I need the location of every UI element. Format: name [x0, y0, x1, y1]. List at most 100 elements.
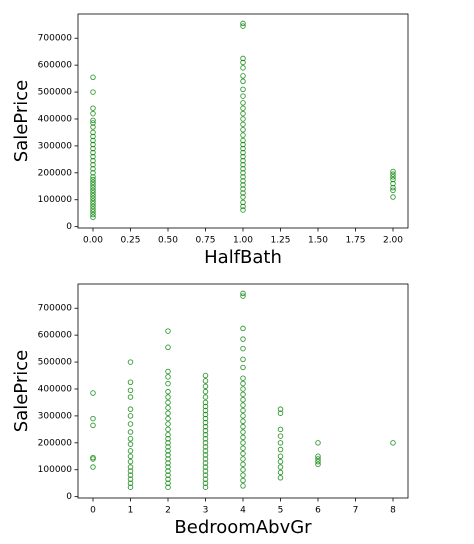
y-tick-label: 300000: [38, 141, 73, 151]
point: [90, 145, 96, 152]
point: [240, 93, 246, 99]
point: [240, 440, 246, 446]
point: [240, 20, 246, 27]
point: [390, 176, 396, 183]
point: [90, 74, 96, 81]
point: [165, 484, 171, 490]
point: [240, 199, 246, 206]
point: [240, 149, 246, 156]
point: [390, 174, 396, 180]
point: [240, 141, 246, 148]
x-tick-label: 1.75: [345, 236, 365, 246]
point: [90, 166, 96, 172]
point: [240, 402, 246, 408]
point: [240, 174, 246, 180]
point: [202, 484, 209, 490]
point: [90, 206, 96, 212]
point: [240, 55, 246, 62]
point: [315, 456, 321, 462]
x-tick-label: 4: [240, 506, 246, 516]
point: [127, 441, 134, 447]
point: [127, 394, 134, 400]
point: [90, 174, 96, 180]
point: [90, 195, 96, 202]
point: [202, 456, 209, 462]
point: [240, 186, 246, 192]
point: [127, 379, 134, 386]
point: [240, 207, 246, 213]
point: [127, 429, 134, 435]
point: [240, 105, 246, 111]
point: [240, 65, 246, 71]
y-tick-label: 300000: [38, 411, 73, 421]
point: [90, 157, 96, 164]
point: [277, 464, 284, 470]
x-tick-label: 0.00: [83, 236, 103, 246]
point: [240, 161, 246, 168]
x-tick-label: 8: [390, 506, 396, 516]
point: [240, 178, 246, 184]
x-tick-label: 7: [353, 506, 359, 516]
point: [202, 448, 209, 454]
y-tick-label: 100000: [38, 465, 73, 475]
point: [240, 182, 246, 188]
y-tick-label: 200000: [38, 438, 73, 448]
point: [240, 396, 246, 403]
point: [390, 168, 396, 175]
x-tick-label: 1: [128, 506, 134, 516]
point: [240, 445, 246, 451]
y-tick-label: 700000: [38, 34, 73, 44]
point: [202, 383, 209, 390]
y-tick-label: 400000: [38, 114, 73, 124]
x-tick-label: 0.50: [158, 236, 178, 246]
point: [202, 468, 209, 474]
point: [202, 372, 209, 379]
point: [240, 483, 246, 489]
point: [165, 399, 171, 406]
point: [240, 100, 246, 106]
x-tick-label: 1.25: [270, 236, 290, 246]
point: [165, 415, 171, 422]
y-tick-label: 200000: [38, 168, 73, 178]
point: [127, 421, 134, 427]
point: [127, 359, 134, 365]
point: [240, 126, 246, 133]
point: [165, 421, 171, 427]
point: [90, 176, 96, 183]
point: [202, 394, 209, 400]
point: [165, 448, 171, 454]
point: [315, 440, 321, 446]
point: [240, 86, 246, 93]
point: [90, 184, 96, 191]
point: [202, 476, 209, 482]
point: [202, 431, 209, 438]
point: [240, 380, 246, 387]
x-tick-label: 1.50: [308, 236, 328, 246]
x-tick-label: 5: [278, 506, 284, 516]
point: [165, 480, 171, 486]
point: [90, 464, 96, 470]
x-axis-label: HalfBath: [204, 247, 282, 268]
point: [240, 203, 246, 210]
point: [202, 388, 209, 395]
point: [90, 129, 96, 136]
point: [127, 484, 134, 490]
point: [90, 192, 96, 199]
point: [240, 413, 246, 419]
point: [165, 456, 171, 462]
point: [202, 444, 209, 450]
y-tick-label: 400000: [38, 384, 73, 394]
point: [202, 419, 209, 426]
point: [165, 431, 171, 438]
point: [165, 374, 171, 380]
point: [90, 89, 96, 95]
point: [90, 187, 96, 194]
x-tick-label: 0: [90, 506, 96, 516]
point: [240, 466, 246, 473]
point: [390, 184, 396, 191]
point: [202, 403, 209, 410]
point: [240, 450, 246, 457]
point: [240, 336, 246, 342]
point: [277, 458, 284, 465]
